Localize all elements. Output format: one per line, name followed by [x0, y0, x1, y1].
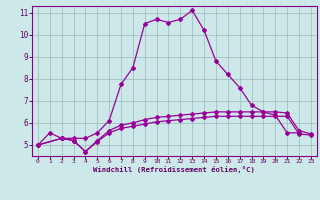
- X-axis label: Windchill (Refroidissement éolien,°C): Windchill (Refroidissement éolien,°C): [93, 166, 255, 173]
